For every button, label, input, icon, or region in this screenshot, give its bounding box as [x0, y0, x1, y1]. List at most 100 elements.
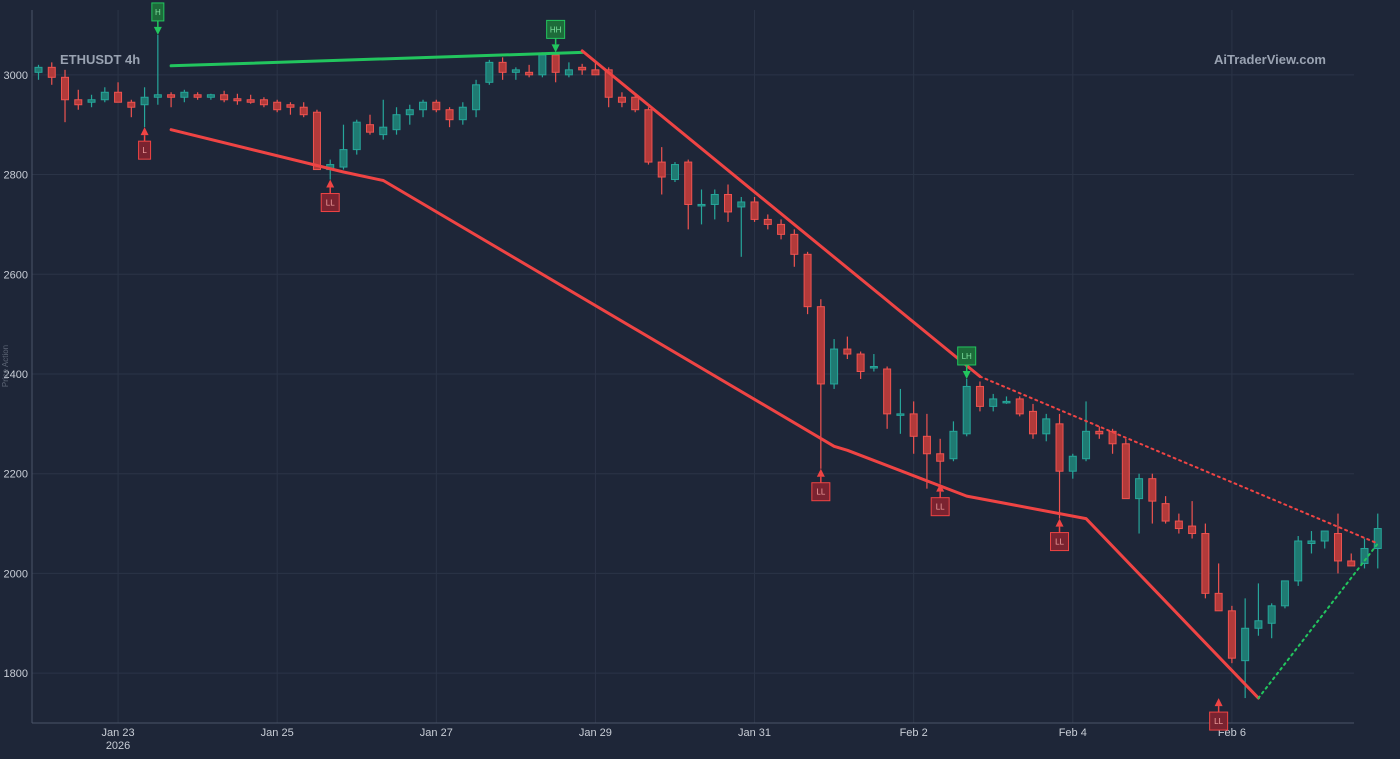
marker-label: LL: [936, 503, 945, 512]
candle: [352, 119, 361, 155]
candle: [273, 99, 282, 113]
marker-box: [957, 346, 977, 366]
candle-body: [710, 193, 719, 205]
candle: [180, 89, 189, 103]
y-tick-label: 1800: [4, 668, 28, 680]
candle: [1029, 403, 1037, 439]
candle-body: [631, 96, 640, 111]
candle-body: [644, 109, 653, 163]
candle: [962, 378, 971, 437]
candle: [485, 59, 494, 85]
y-tick-label: 2600: [4, 269, 28, 281]
marker-box: [151, 2, 165, 22]
marker-box: [811, 482, 831, 502]
candle: [419, 99, 428, 118]
candle-body: [1029, 410, 1037, 435]
candle: [299, 102, 308, 118]
candle: [1254, 583, 1263, 636]
candle: [525, 64, 534, 78]
projection-line: [1257, 542, 1379, 700]
swing-marker-l: L: [138, 127, 152, 160]
candle-body: [193, 94, 202, 98]
marker-label: LL: [326, 199, 335, 208]
candle-body: [1241, 627, 1250, 662]
candle-body: [339, 149, 348, 168]
candle-body: [1002, 400, 1011, 404]
candle-body: [445, 109, 454, 121]
candle-body: [485, 61, 494, 83]
candle: [896, 388, 905, 434]
candle: [312, 109, 321, 171]
grid: [32, 10, 1354, 723]
candle: [538, 52, 547, 78]
candle: [684, 159, 693, 230]
candle: [366, 114, 374, 135]
x-tick-label: Jan 23: [102, 727, 135, 739]
candle-body: [312, 111, 321, 171]
candle-body: [989, 398, 998, 407]
marker-label: L: [142, 146, 147, 155]
candle-body: [1174, 520, 1183, 530]
candle: [100, 87, 109, 103]
candle: [1294, 536, 1303, 586]
candle: [1320, 530, 1329, 549]
candle: [790, 229, 799, 267]
candle-body: [777, 223, 786, 235]
candle: [856, 351, 865, 379]
candle: [472, 79, 481, 118]
candle: [74, 89, 83, 110]
candle-body: [538, 54, 547, 76]
swing-marker-h: H: [151, 2, 165, 35]
candle-body: [153, 94, 162, 98]
candle: [1055, 413, 1064, 519]
candle-body: [525, 71, 534, 76]
candle-body: [432, 101, 441, 111]
candle-body: [803, 253, 812, 308]
candle-body: [1307, 540, 1316, 545]
candle: [1135, 473, 1144, 534]
y-tick-label: 2800: [4, 170, 28, 182]
trend-lines: [169, 49, 1379, 700]
candle: [114, 82, 123, 103]
candle: [763, 214, 772, 230]
candle-body: [896, 413, 905, 416]
marker-arrow: [1055, 518, 1064, 527]
trend-line: [169, 128, 1260, 700]
candle-body: [233, 98, 242, 102]
candle-body: [1214, 592, 1223, 612]
marker-arrow: [551, 44, 560, 53]
candle-body: [286, 104, 295, 108]
candle: [816, 299, 825, 469]
candle: [989, 393, 998, 412]
candle: [1068, 453, 1077, 479]
candle-body: [843, 348, 852, 355]
x-tick-label: Feb 4: [1059, 727, 1087, 739]
candle-body: [1267, 605, 1276, 624]
candle: [432, 99, 441, 113]
candle-body: [472, 84, 481, 111]
marker-arrow: [153, 26, 162, 35]
candle-body: [34, 66, 43, 73]
candle-body: [830, 348, 839, 385]
candle-body: [511, 69, 520, 73]
candle: [710, 189, 719, 220]
candle-body: [74, 99, 83, 106]
candle: [339, 124, 348, 170]
candle: [47, 62, 56, 85]
candle-body: [220, 94, 229, 101]
candle-body: [949, 430, 958, 460]
candle: [1095, 426, 1104, 439]
candle-body: [246, 99, 255, 103]
marker-box: [1209, 711, 1229, 731]
candle: [511, 67, 520, 80]
candle-body: [366, 124, 374, 133]
candle: [1174, 513, 1183, 534]
candle: [1333, 513, 1342, 574]
swing-marker-hh: HH: [546, 19, 566, 53]
candle-body: [737, 201, 746, 208]
candle: [922, 413, 931, 489]
candle-body: [405, 109, 414, 116]
y-tick-label: 2000: [4, 568, 28, 580]
candle: [87, 94, 96, 108]
